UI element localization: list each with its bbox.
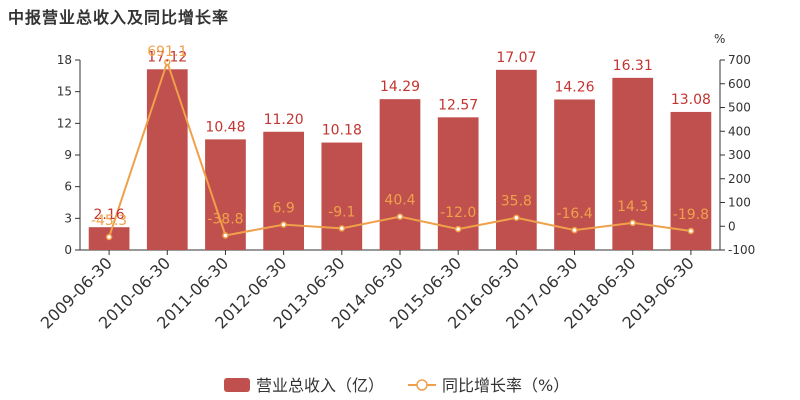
y-left-tick-label: 6 bbox=[64, 180, 72, 194]
revenue-bar-label: 11.20 bbox=[264, 112, 304, 128]
growth-rate-point bbox=[629, 219, 636, 227]
y-right-tick-label: 300 bbox=[728, 148, 751, 162]
revenue-bar-label: 14.29 bbox=[380, 79, 420, 95]
growth-rate-point bbox=[222, 232, 229, 239]
revenue-bar bbox=[263, 131, 304, 250]
legend: 营业总收入（亿） 同比增长率（%） bbox=[224, 376, 569, 395]
growth-rate-point bbox=[571, 226, 578, 234]
revenue-bar-label: 10.18 bbox=[322, 123, 362, 139]
revenue-bar bbox=[321, 142, 363, 250]
growth-rate-point bbox=[105, 233, 113, 241]
y-left-tick-label: 9 bbox=[64, 148, 72, 162]
revenue-bar bbox=[496, 69, 537, 250]
growth-rate-point bbox=[513, 214, 520, 221]
legend-bar-label: 营业总收入（亿） bbox=[256, 376, 384, 395]
y-right-unit-label: % bbox=[714, 32, 725, 46]
growth-rate-point bbox=[280, 221, 287, 228]
revenue-bar bbox=[670, 111, 712, 250]
growth-rate-label: -16.4 bbox=[556, 206, 592, 222]
growth-rate-label: -38.8 bbox=[207, 211, 243, 227]
growth-rate-label: 40.4 bbox=[384, 193, 415, 209]
growth-rate-label: -12.0 bbox=[440, 205, 476, 221]
y-right-tick-label: 100 bbox=[728, 196, 751, 210]
revenue-bar bbox=[379, 99, 421, 251]
revenue-bar-label: 13.08 bbox=[671, 92, 711, 108]
revenue-bar-label: 12.57 bbox=[438, 97, 478, 113]
growth-rate-label: -9.1 bbox=[328, 204, 355, 220]
bar-series bbox=[88, 69, 712, 251]
y-right-tick-label: 0 bbox=[728, 219, 736, 233]
growth-rate-label: 6.9 bbox=[273, 201, 295, 217]
y-left-tick-label: 3 bbox=[64, 211, 72, 225]
revenue-bar-label: 16.31 bbox=[613, 58, 653, 74]
growth-rate-label: -45.3 bbox=[91, 213, 127, 229]
y-right-tick-label: 500 bbox=[728, 101, 751, 115]
revenue-bar bbox=[146, 69, 188, 251]
revenue-bar-label: 17.12 bbox=[147, 49, 187, 65]
y-left-tick-label: 15 bbox=[57, 85, 72, 99]
y-right-tick-label: 400 bbox=[728, 124, 751, 138]
revenue-bar-label: 17.07 bbox=[496, 50, 536, 66]
legend-bar-swatch bbox=[224, 378, 250, 392]
growth-rate-label: 691.1 bbox=[147, 44, 187, 60]
y-left-tick-label: 12 bbox=[57, 116, 72, 130]
y-right-tick-label: -100 bbox=[728, 243, 755, 257]
y-right-tick-label: 600 bbox=[728, 77, 751, 91]
revenue-bar-label: 2.16 bbox=[94, 207, 125, 223]
growth-rate-point bbox=[687, 227, 695, 235]
y-right-tick-label: 700 bbox=[728, 53, 751, 67]
legend-line-marker bbox=[416, 379, 428, 391]
revenue-bar-label: 14.26 bbox=[554, 79, 594, 95]
growth-rate-point bbox=[396, 213, 404, 220]
y-right-tick-label: 200 bbox=[728, 172, 751, 186]
y-left-tick-label: 0 bbox=[64, 243, 72, 257]
growth-rate-point bbox=[164, 58, 171, 66]
revenue-bar-label: 10.48 bbox=[205, 119, 245, 135]
growth-rate-point bbox=[338, 225, 346, 232]
y-left-tick-label: 18 bbox=[57, 53, 72, 67]
line-series bbox=[105, 58, 695, 241]
growth-rate-label: -19.8 bbox=[673, 207, 709, 223]
revenue-bar bbox=[554, 99, 595, 250]
growth-rate-label: 14.3 bbox=[617, 199, 648, 215]
legend-line-label: 同比增长率（%） bbox=[442, 376, 569, 395]
growth-rate-point bbox=[454, 225, 462, 233]
chart-title: 中报营业总收入及同比增长率 bbox=[8, 8, 230, 27]
growth-rate-label: 35.8 bbox=[501, 194, 532, 210]
data-labels: 2.16 17.12 10.48 11.20 10.18 14.29 12.57 17.07 1… bbox=[91, 44, 711, 229]
